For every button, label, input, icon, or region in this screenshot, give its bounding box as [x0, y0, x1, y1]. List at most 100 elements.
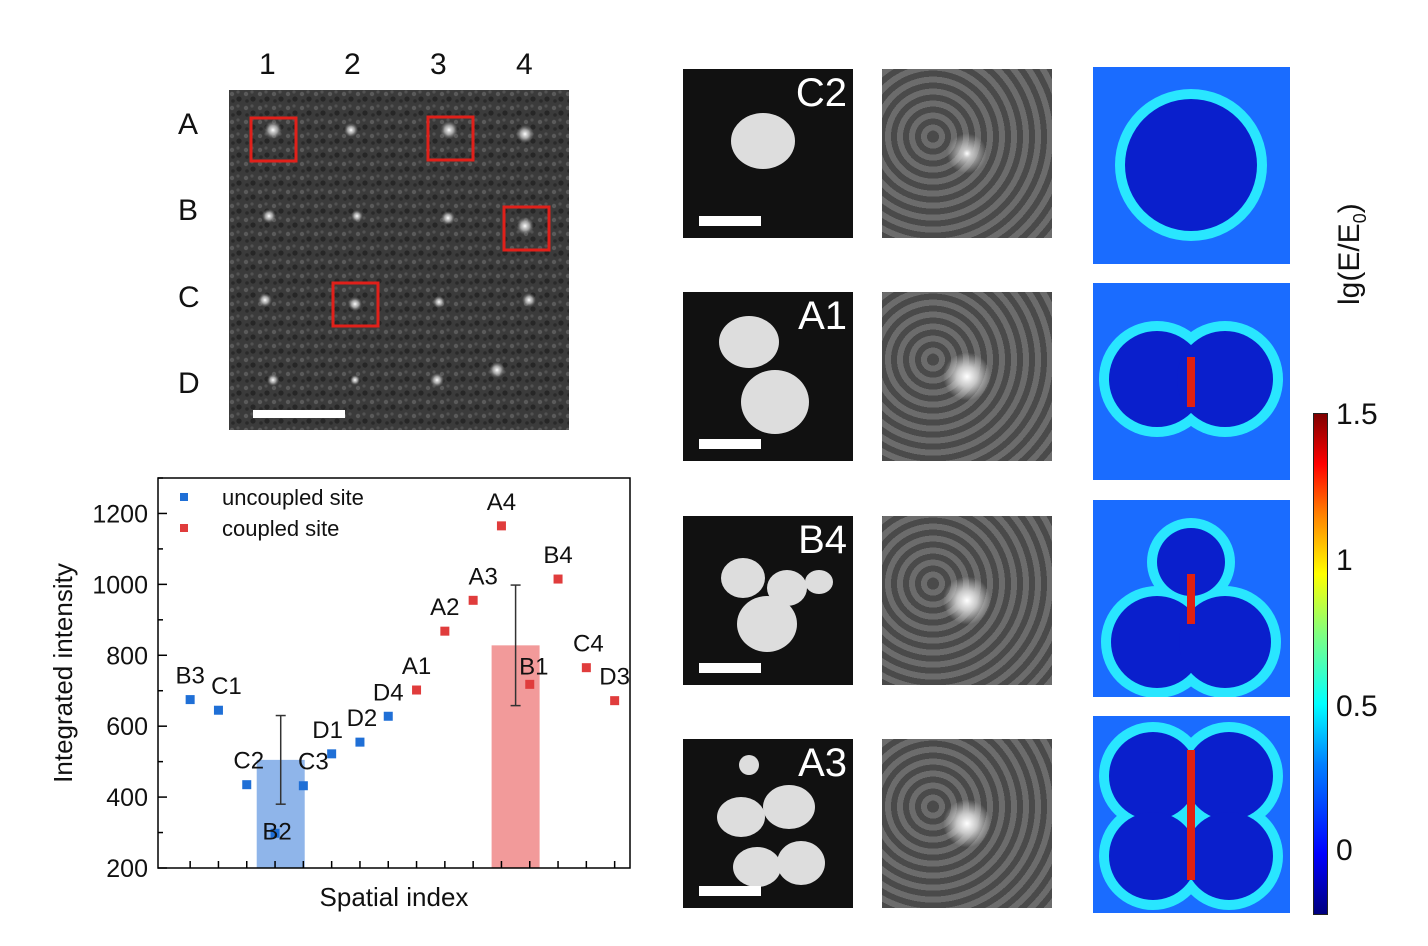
optical-image-a1: [882, 292, 1052, 461]
point-d4: [383, 711, 393, 721]
colorbar-tick-1-5: 1.5: [1336, 398, 1378, 431]
point-label-c4: C4: [573, 631, 604, 658]
nanoparticle: [721, 558, 765, 598]
highlight-box-a3: [426, 115, 475, 162]
hotspot: [1187, 574, 1195, 624]
sem-image-b4: B4: [683, 516, 853, 685]
y-tick-label-800: 800: [106, 642, 148, 670]
particle-cross-section: [1185, 812, 1273, 900]
spot-a4: [516, 125, 534, 143]
spot-b2: [351, 210, 363, 222]
point-label-a2: A2: [430, 594, 459, 621]
point-label-b1: B1: [519, 653, 548, 680]
y-axis-label: Integrated intensity: [48, 563, 78, 783]
col-label-1: 1: [259, 48, 276, 81]
field-simulation-a3: [1093, 716, 1290, 913]
colorbar-tick-0: 0: [1336, 834, 1353, 867]
sem-scale-bar: [699, 439, 761, 449]
point-d2: [355, 737, 365, 747]
nanoparticle: [767, 570, 807, 606]
sem-label-b4: B4: [798, 518, 847, 562]
point-label-a4: A4: [487, 489, 516, 516]
row-label-b: B: [178, 194, 199, 227]
colorbar-title: lg(E/E0): [1333, 203, 1370, 305]
highlight-box-c2: [331, 281, 380, 328]
particle-cross-section: [1177, 331, 1273, 427]
sem-label-c2: C2: [795, 71, 847, 115]
particle-cross-section: [1109, 732, 1197, 820]
nanoparticle: [739, 755, 759, 775]
optical-image-a3: [882, 739, 1052, 908]
point-a4: [496, 521, 506, 531]
point-a1: [412, 685, 422, 695]
nanoparticle: [719, 316, 779, 368]
nanoparticle: [741, 370, 809, 434]
point-b1: [525, 679, 535, 689]
sem-label-a1: A1: [798, 294, 847, 338]
field-simulation-a1: [1093, 283, 1290, 480]
y-tick-label-200: 200: [106, 855, 148, 883]
hotspot: [1187, 750, 1195, 880]
point-label-b2: B2: [262, 818, 291, 845]
point-label-b4: B4: [543, 542, 572, 569]
scale-bar: [253, 410, 345, 418]
spot-a2: [344, 123, 358, 137]
row-label-d: D: [178, 367, 200, 400]
particle-cross-section: [1109, 812, 1197, 900]
spot-d3: [430, 373, 444, 387]
sem-scale-bar: [699, 216, 761, 226]
intensity-chart: 200 400 600 800 1000 1200 Spatial index Integra…: [48, 477, 631, 912]
point-label-c1: C1: [211, 673, 242, 700]
spot-c3: [433, 296, 445, 308]
spot-c4: [522, 293, 536, 307]
y-tick-label-1000: 1000: [92, 571, 148, 599]
sem-image-a3: A3: [683, 739, 853, 908]
point-c1: [213, 705, 223, 715]
nanoparticle: [737, 596, 797, 652]
colorbar-tick-0-5: 0.5: [1336, 690, 1378, 723]
legend-marker-1: [180, 524, 188, 532]
optical-image-c2: [882, 69, 1052, 238]
point-c3: [298, 781, 308, 791]
sem-scale-bar: [699, 886, 761, 896]
point-label-b3: B3: [175, 663, 204, 690]
hotspot: [1187, 357, 1195, 407]
nanoparticle: [777, 841, 825, 885]
sem-label-a3: A3: [798, 741, 847, 785]
point-label-d1: D1: [312, 717, 343, 744]
y-tick-label-1200: 1200: [92, 500, 148, 528]
col-label-2: 2: [344, 48, 361, 81]
point-label-d3: D3: [599, 664, 630, 691]
y-tick-label-400: 400: [106, 784, 148, 812]
particle-cross-section: [1125, 99, 1257, 231]
spot-b3: [441, 211, 455, 225]
point-label-c2: C2: [233, 748, 264, 775]
colorbar-tick-1: 1: [1336, 544, 1353, 577]
point-label-d4: D4: [373, 679, 404, 706]
sem-image-a1: A1: [683, 292, 853, 461]
particle-cross-section: [1157, 528, 1225, 596]
point-a2: [440, 626, 450, 636]
point-label-c3: C3: [298, 749, 329, 776]
microscope-grid-image: [229, 90, 569, 430]
spot-a1: [264, 121, 282, 139]
row-label-a: A: [178, 108, 199, 141]
particle-cross-section: [1109, 331, 1205, 427]
spot-b1: [262, 209, 276, 223]
point-d3: [610, 696, 620, 706]
nanoparticle: [733, 847, 781, 887]
plot-frame: [157, 477, 631, 869]
spot-c2: [348, 297, 362, 311]
point-b3: [185, 695, 195, 705]
x-axis-label: Spatial index: [320, 882, 469, 912]
nanoparticle: [717, 797, 765, 837]
point-label-a1: A1: [402, 653, 431, 680]
highlight-box-b4: [502, 205, 551, 252]
sem-scale-bar: [699, 663, 761, 673]
row-label-c: C: [178, 281, 200, 314]
field-simulation-b4: [1093, 500, 1290, 697]
col-label-3: 3: [430, 48, 447, 81]
particle-cross-section: [1185, 732, 1273, 820]
spot-d1: [267, 374, 279, 386]
y-tick-label-600: 600: [106, 713, 148, 741]
